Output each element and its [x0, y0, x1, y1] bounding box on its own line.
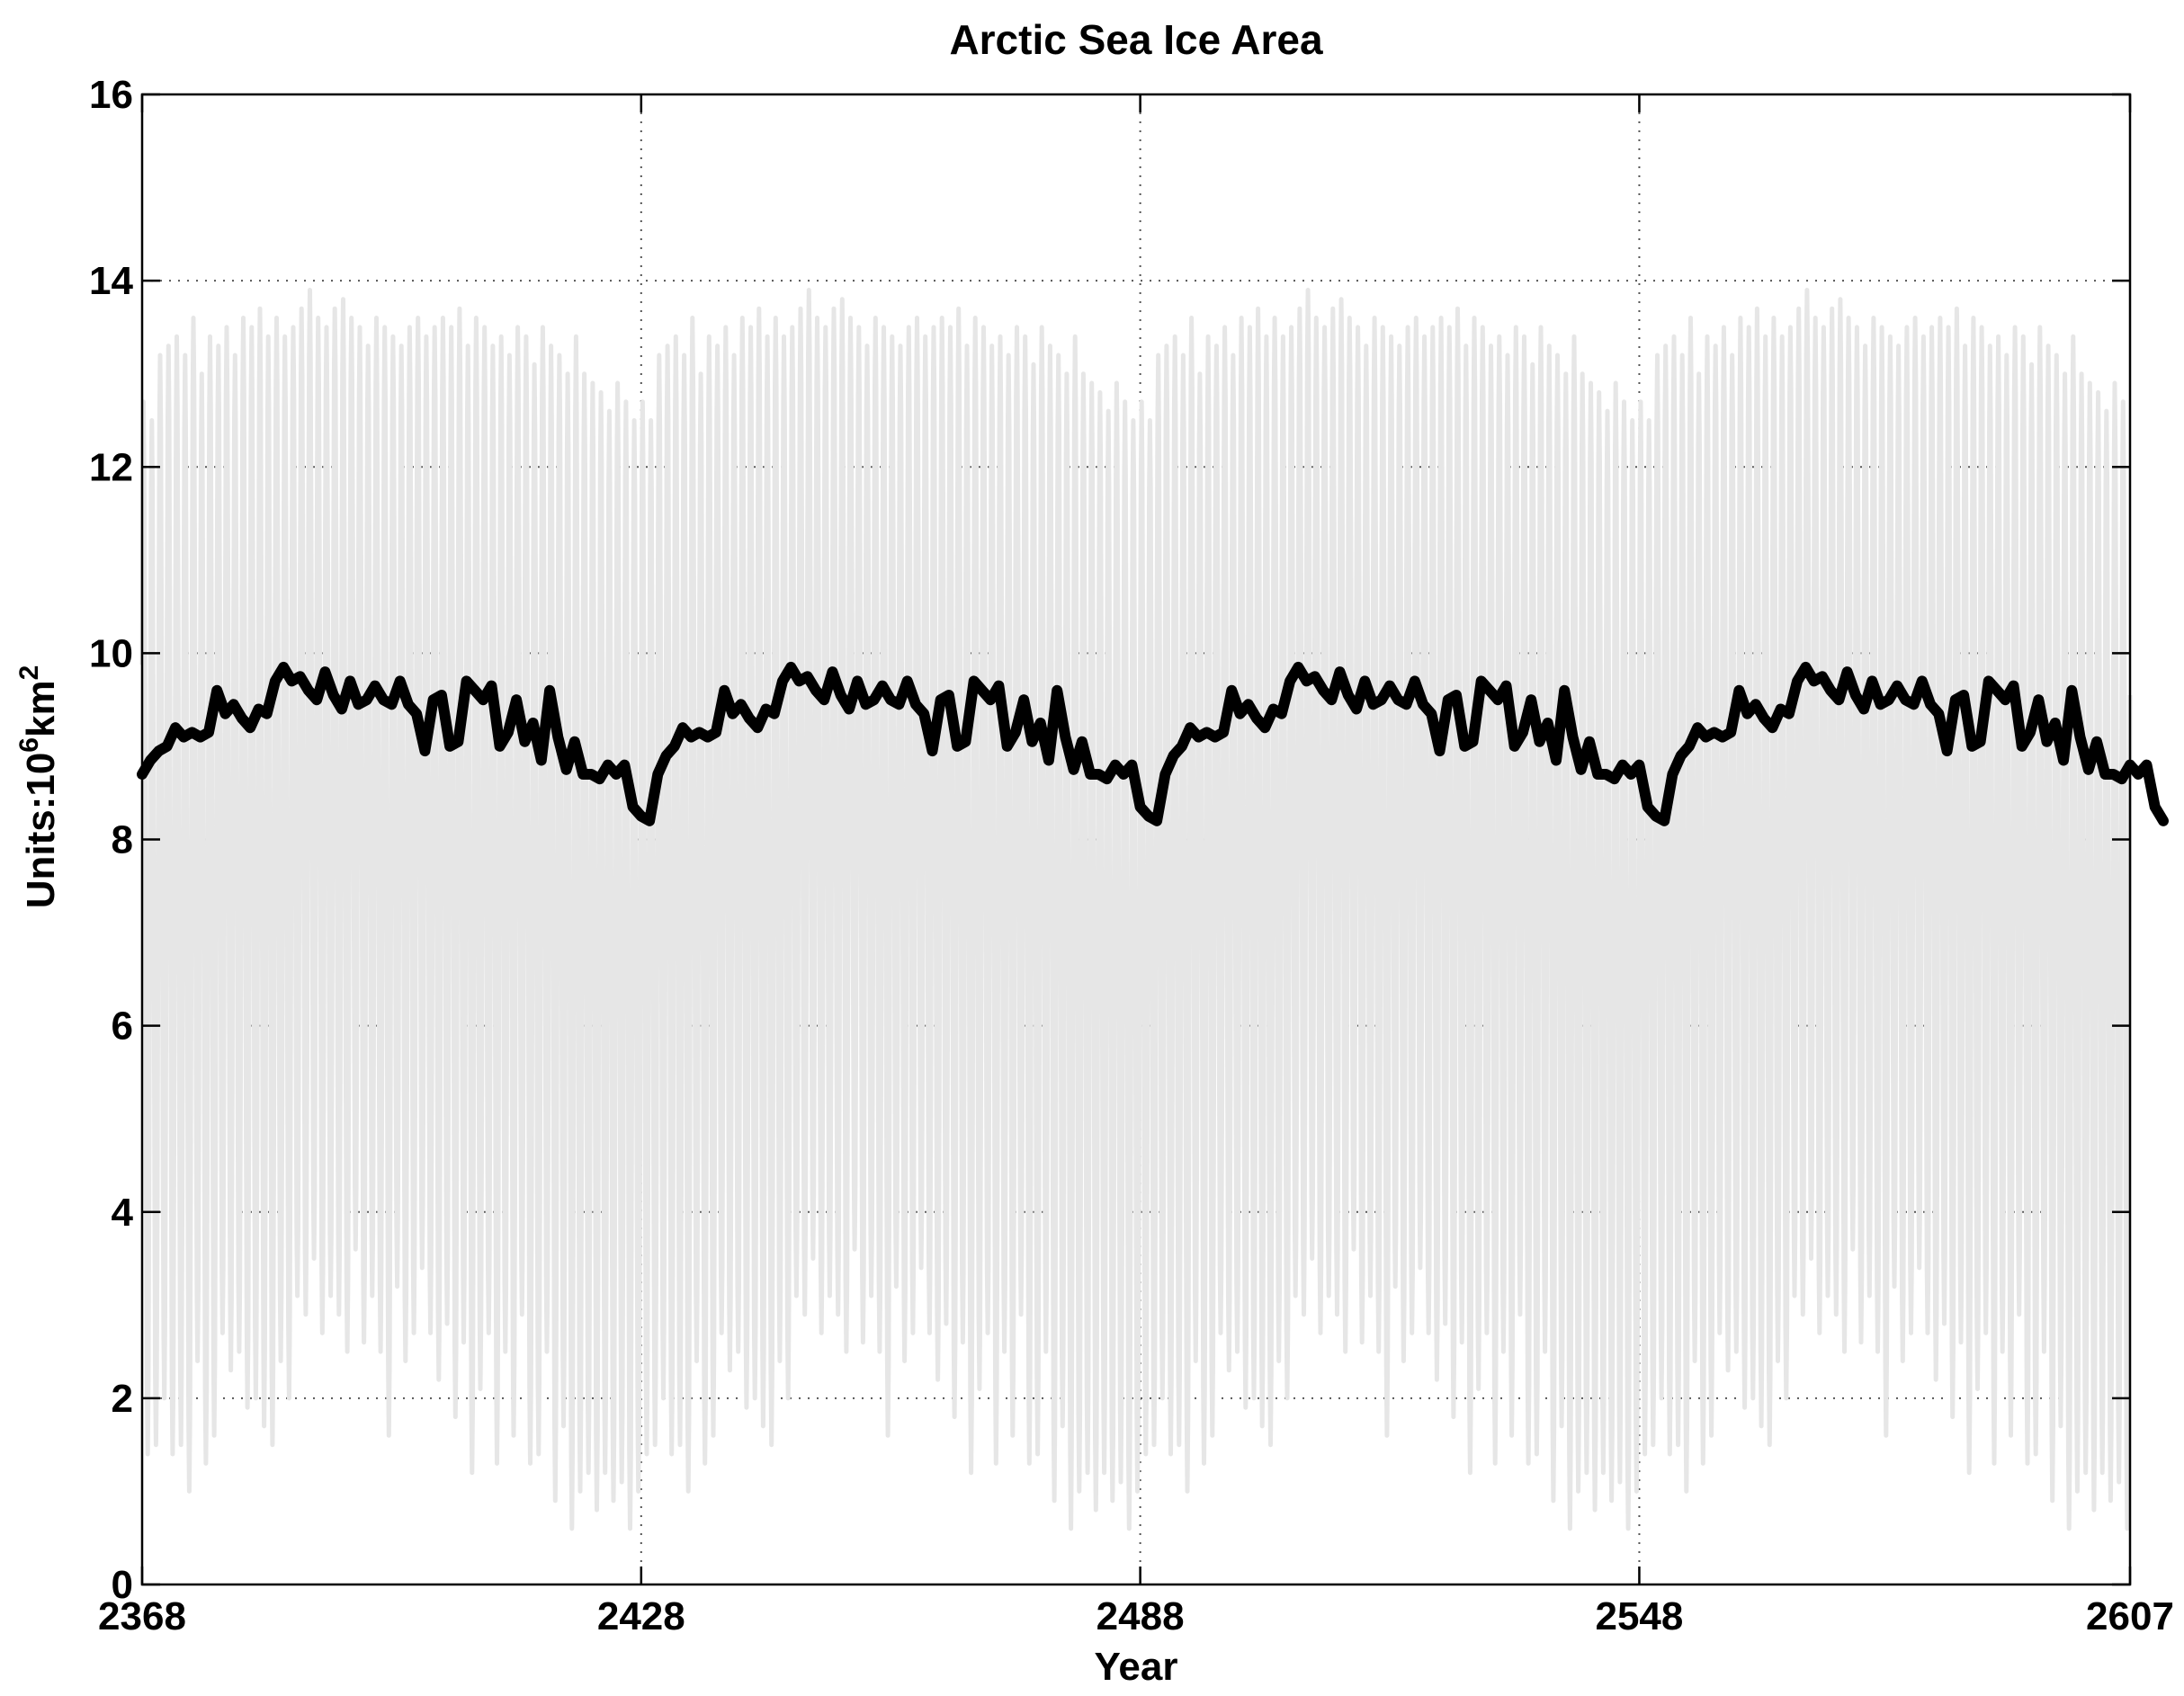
monthly-series-layer: [139, 288, 2133, 1531]
annual-mean-line: [137, 661, 2169, 826]
axes-layer: [140, 93, 2132, 1586]
y-tick-label: 16: [89, 73, 133, 117]
x-tick-label: 2428: [597, 1594, 685, 1638]
y-axis-label-prefix: Units:10: [19, 753, 63, 909]
monthly-series-line: [139, 288, 2133, 1531]
y-tick-label: 0: [112, 1563, 133, 1607]
y-axis-label-unit: km: [19, 680, 63, 737]
y-axis-label-exponent-1: 6: [14, 737, 44, 753]
chart-title: Arctic Sea Ice Area: [949, 16, 1323, 63]
y-tick-label: 12: [89, 445, 133, 489]
x-tick-label: 2368: [98, 1594, 186, 1638]
tick-label-layer: 0 2 4 6 8 10 12 14 16 2368 2428 2488 2548 2607: [89, 73, 2174, 1638]
x-axis-label: Year: [1095, 1645, 1178, 1689]
annual-series-layer: [137, 661, 2169, 826]
x-tick-label: 2607: [2086, 1594, 2174, 1638]
y-tick-label: 2: [112, 1377, 133, 1421]
y-tick-label: 10: [89, 631, 133, 675]
y-tick-label: 4: [112, 1191, 134, 1235]
y-tick-label: 14: [89, 259, 133, 303]
y-axis-label: Units:106km2: [14, 665, 63, 909]
y-tick-label: 8: [112, 818, 133, 862]
y-tick-label: 6: [112, 1004, 133, 1049]
x-tick-label: 2548: [1595, 1594, 1683, 1638]
x-tick-label: 2488: [1096, 1594, 1185, 1638]
y-axis-label-exponent-2: 2: [14, 665, 44, 681]
